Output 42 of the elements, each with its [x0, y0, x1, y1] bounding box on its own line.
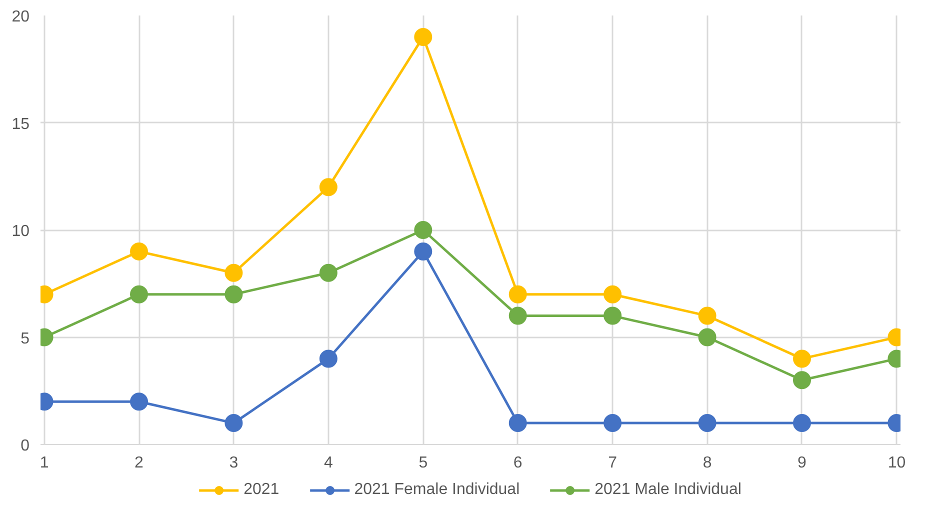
point — [508, 306, 527, 325]
point — [319, 178, 338, 196]
point — [130, 285, 148, 304]
legend-label: 2021 Female Individual — [354, 481, 520, 499]
point — [604, 285, 622, 304]
point — [508, 414, 527, 432]
point — [698, 328, 716, 346]
x-tick-label: 4 — [324, 454, 333, 472]
point — [793, 371, 811, 390]
point — [224, 285, 243, 304]
x-tick-label: 2 — [134, 454, 144, 472]
point — [698, 414, 716, 432]
y-tick-label: 0 — [20, 438, 30, 454]
x-tick-label: 3 — [229, 454, 238, 472]
y-tick-label: 20 — [12, 8, 30, 26]
point — [319, 264, 338, 282]
x-tick-label: 7 — [608, 454, 618, 472]
y-tick-label: 10 — [12, 223, 30, 240]
point — [604, 306, 622, 325]
point — [414, 242, 432, 260]
point — [793, 350, 811, 368]
point — [130, 242, 148, 260]
x-tick-label: 8 — [702, 454, 712, 472]
point — [508, 285, 527, 304]
x-tick-label: 6 — [513, 454, 522, 472]
point — [319, 350, 338, 368]
x-tick-label: 1 — [40, 454, 49, 472]
point — [224, 264, 243, 282]
x-tick-label: 5 — [418, 454, 428, 472]
point — [224, 414, 243, 432]
point — [414, 221, 432, 239]
y-tick-label: 5 — [20, 330, 30, 348]
point — [793, 414, 811, 432]
point — [604, 414, 622, 432]
x-tick-label: 9 — [798, 454, 807, 472]
point — [698, 306, 716, 325]
y-tick-label: 15 — [12, 116, 30, 133]
legend-label: 2021 Male Individual — [594, 481, 742, 499]
point — [130, 392, 148, 411]
legend-label: 2021 — [244, 481, 280, 499]
point — [414, 28, 432, 46]
x-tick-label: 10 — [888, 454, 906, 472]
